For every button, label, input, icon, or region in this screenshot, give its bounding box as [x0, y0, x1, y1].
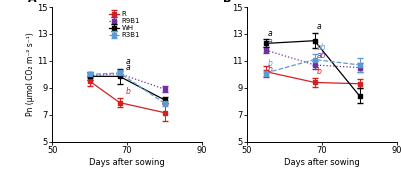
Text: a: a	[268, 37, 272, 46]
X-axis label: Days after sowing: Days after sowing	[284, 158, 360, 167]
Text: a: a	[268, 29, 272, 38]
Text: B: B	[223, 0, 231, 4]
Text: b: b	[268, 59, 273, 68]
Text: ab: ab	[316, 51, 326, 59]
Text: a: a	[125, 63, 130, 72]
Text: a: a	[125, 57, 130, 66]
Text: b: b	[268, 65, 273, 74]
Legend: R, R9B1, WH, R3B1: R, R9B1, WH, R3B1	[108, 11, 140, 39]
Text: b: b	[316, 67, 321, 76]
Y-axis label: Pn (µmol CO₂ m⁻² s⁻¹): Pn (µmol CO₂ m⁻² s⁻¹)	[26, 32, 34, 116]
Text: ab: ab	[316, 43, 326, 52]
Text: b: b	[125, 87, 130, 96]
X-axis label: Days after sowing: Days after sowing	[89, 158, 165, 167]
Text: A: A	[28, 0, 37, 4]
Text: a: a	[316, 22, 321, 31]
